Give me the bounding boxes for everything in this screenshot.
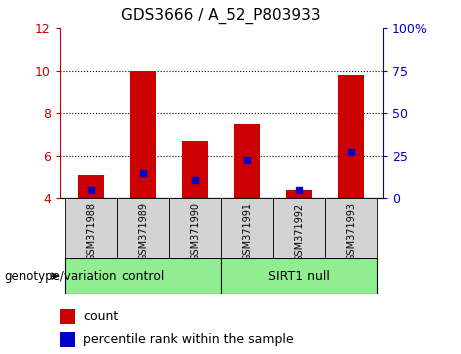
Bar: [182, 141, 208, 198]
Text: GSM371990: GSM371990: [190, 202, 200, 262]
FancyBboxPatch shape: [169, 198, 221, 258]
Text: GSM371991: GSM371991: [242, 202, 252, 262]
Text: SIRT1 null: SIRT1 null: [268, 270, 330, 282]
FancyBboxPatch shape: [221, 198, 273, 258]
FancyBboxPatch shape: [65, 198, 117, 258]
Bar: [60, 309, 75, 324]
Bar: [130, 71, 156, 198]
Title: GDS3666 / A_52_P803933: GDS3666 / A_52_P803933: [121, 8, 321, 24]
Bar: [234, 124, 260, 198]
Bar: [60, 332, 75, 347]
Text: control: control: [122, 270, 165, 282]
Bar: [338, 75, 364, 198]
FancyBboxPatch shape: [221, 258, 378, 294]
Bar: [78, 175, 104, 198]
FancyBboxPatch shape: [273, 198, 325, 258]
Text: GSM371988: GSM371988: [86, 202, 96, 262]
Text: GSM371989: GSM371989: [138, 202, 148, 262]
FancyBboxPatch shape: [325, 198, 378, 258]
FancyBboxPatch shape: [117, 198, 169, 258]
Text: percentile rank within the sample: percentile rank within the sample: [83, 333, 294, 346]
Text: GSM371993: GSM371993: [346, 202, 356, 262]
Text: count: count: [83, 310, 118, 323]
Text: genotype/variation: genotype/variation: [5, 270, 117, 282]
Text: GSM371992: GSM371992: [295, 202, 304, 262]
FancyBboxPatch shape: [65, 258, 221, 294]
Bar: [286, 190, 313, 198]
